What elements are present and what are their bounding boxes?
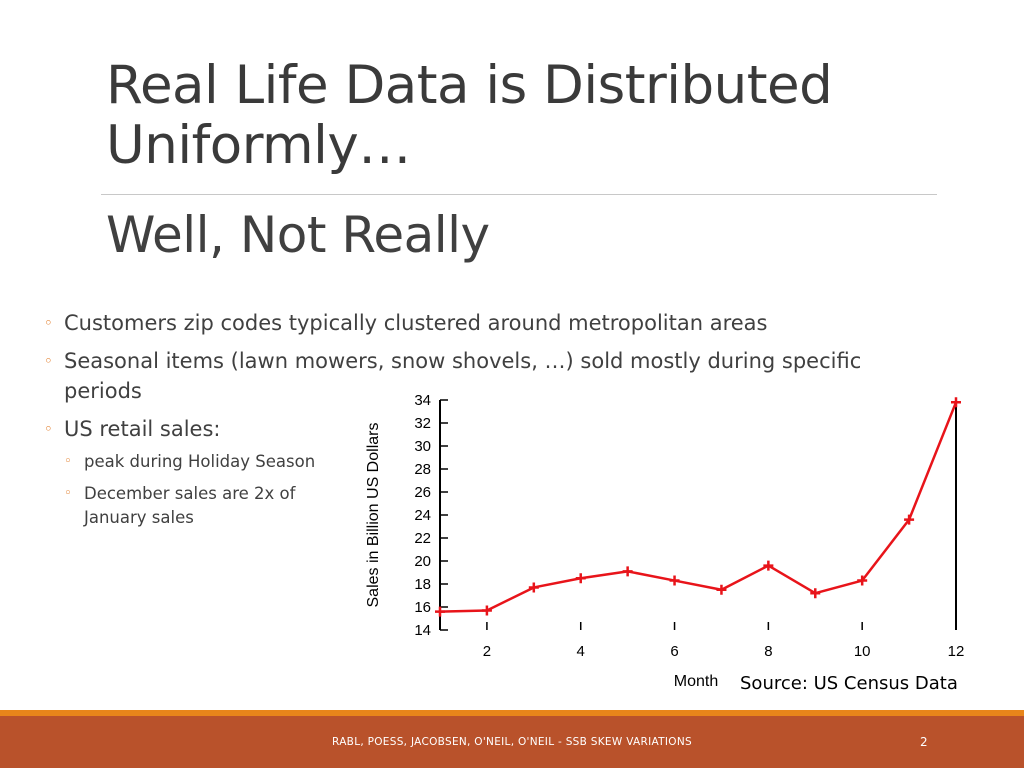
bullet-text: US retail sales: <box>64 417 221 441</box>
sub-bullet-text: peak during Holiday Season <box>84 452 316 471</box>
sub-bullet-marker-icon: ◦ <box>64 486 72 501</box>
page-number: 2 <box>920 735 928 749</box>
bullet-marker-icon: ◦ <box>44 314 53 332</box>
y-axis-label: Sales in Billion US Dollars <box>365 423 382 608</box>
y-tick-label: 16 <box>414 599 431 616</box>
y-tick-label: 26 <box>414 484 431 501</box>
sub-bullet-item: ◦ peak during Holiday Season <box>64 450 344 474</box>
y-tick-label: 18 <box>414 576 431 593</box>
data-point-marker <box>435 606 445 617</box>
data-point-marker <box>481 605 492 616</box>
bullet-item: ◦ Seasonal items (lawn mowers, snow shov… <box>44 346 944 406</box>
sub-bullet-item: ◦ December sales are 2x of January sales <box>64 482 344 530</box>
data-point-marker <box>904 514 915 525</box>
data-point-marker <box>528 582 539 593</box>
source-caption: Source: US Census Data <box>740 673 958 694</box>
x-tick-label: 8 <box>764 643 772 660</box>
y-tick-label: 34 <box>414 392 431 409</box>
x-axis-label: Month <box>674 673 718 690</box>
sub-bullet-marker-icon: ◦ <box>64 454 72 469</box>
data-point-marker <box>857 575 868 586</box>
y-tick-label: 14 <box>414 622 431 639</box>
series-line <box>439 401 958 613</box>
y-tick-label: 24 <box>414 507 431 524</box>
sub-bullet-text: December sales are 2x of January sales <box>84 484 296 527</box>
data-point-marker <box>810 588 821 599</box>
footer-text: RABL, POESS, JACOBSEN, O'NEIL, O'NEIL - … <box>332 736 692 748</box>
bullet-item: ◦ Customers zip codes typically clustere… <box>44 308 944 338</box>
bullet-item: ◦ US retail sales: ◦ peak during Holiday… <box>44 414 944 530</box>
footer-bar: RABL, POESS, JACOBSEN, O'NEIL, O'NEIL - … <box>0 716 1024 768</box>
bullet-text: Customers zip codes typically clustered … <box>64 311 768 335</box>
x-tick-label: 6 <box>670 643 678 660</box>
y-tick-label: 32 <box>414 415 431 432</box>
data-point-marker <box>951 397 961 408</box>
data-point-marker <box>669 575 680 586</box>
x-tick-label: 12 <box>948 643 965 660</box>
x-tick-label: 2 <box>483 643 491 660</box>
y-tick-label: 20 <box>414 553 431 570</box>
slide-title: Real Life Data is Distributed Uniformly… <box>106 55 833 176</box>
y-tick-label: 30 <box>414 438 431 455</box>
data-point-marker <box>575 573 586 584</box>
bullet-marker-icon: ◦ <box>44 352 53 370</box>
sub-bullet-list: ◦ peak during Holiday Season ◦ December … <box>64 450 944 530</box>
y-tick-label: 22 <box>414 530 431 547</box>
bullet-list: ◦ Customers zip codes typically clustere… <box>44 308 944 538</box>
data-point-marker <box>763 560 774 571</box>
bullet-text: Seasonal items (lawn mowers, snow shovel… <box>64 349 862 403</box>
y-tick-label: 28 <box>414 461 431 478</box>
title-divider <box>101 194 937 195</box>
data-point-marker <box>716 584 727 595</box>
x-tick-label: 10 <box>854 643 871 660</box>
slide-subtitle: Well, Not Really <box>106 206 490 264</box>
footer-accent-stripe <box>0 710 1024 716</box>
data-point-marker <box>622 566 633 577</box>
bullet-marker-icon: ◦ <box>44 420 53 438</box>
x-tick-label: 4 <box>577 643 585 660</box>
